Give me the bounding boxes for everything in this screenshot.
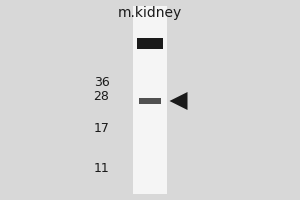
Polygon shape	[169, 92, 188, 110]
Text: 36: 36	[94, 76, 109, 90]
Text: 11: 11	[94, 162, 109, 176]
Bar	[139, 98, 161, 104]
Text: 17: 17	[94, 122, 109, 136]
Text: 28: 28	[94, 90, 109, 104]
Text: m.kidney: m.kidney	[118, 6, 182, 20]
Bar	[137, 38, 163, 48]
Bar	[133, 6, 167, 194]
